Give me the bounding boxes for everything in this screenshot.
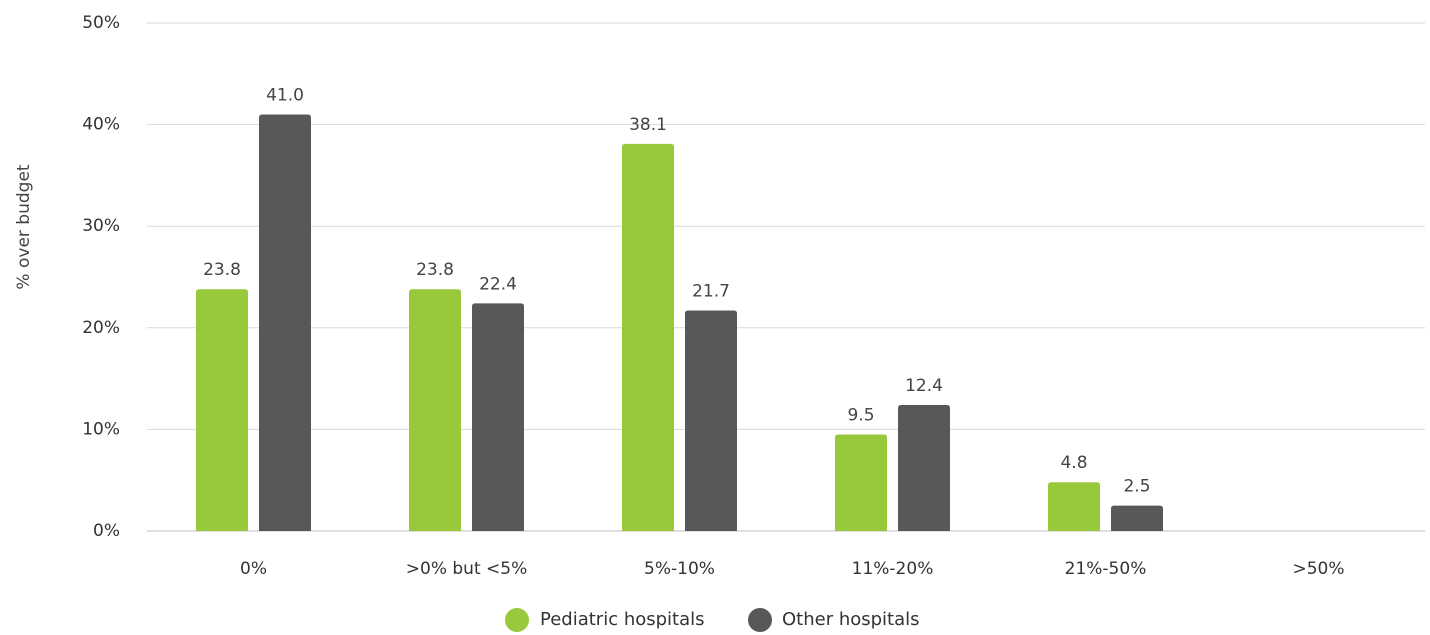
y-tick-label: 50% <box>82 13 120 33</box>
legend-label: Pediatric hospitals <box>540 609 705 630</box>
y-tick-label: 30% <box>82 216 120 236</box>
x-category-label: 0% <box>240 559 267 579</box>
bar-value-label: 23.8 <box>416 260 454 280</box>
gridlines <box>147 22 1425 532</box>
legend-label: Other hospitals <box>782 609 920 630</box>
bar-value-label: 38.1 <box>629 115 667 135</box>
x-category-label: >0% but <5% <box>406 559 527 579</box>
bar-value-label: 2.5 <box>1123 477 1150 497</box>
bar-value-label: 23.8 <box>203 260 241 280</box>
bar-other <box>685 310 737 531</box>
x-axis-categories: 0% >0% but <5% 5%-10% 11%-20% 21%-50% >50% <box>240 559 1345 579</box>
bar-other <box>472 303 524 531</box>
y-axis-ticks: 0% 10% 20% 30% 40% 50% <box>82 13 120 541</box>
y-tick-label: 40% <box>82 115 120 135</box>
x-category-label: 21%-50% <box>1065 559 1147 579</box>
bar-pediatric <box>622 143 674 532</box>
legend-swatch <box>748 608 772 632</box>
bar-value-label: 41.0 <box>266 85 304 105</box>
x-category-label: >50% <box>1292 559 1344 579</box>
bars: 23.8 41.0 23.8 22.4 38.1 21.7 9.5 12.4 4.8 2.5 <box>196 85 1163 532</box>
bar-pediatric <box>196 289 248 531</box>
bar-other <box>898 405 950 531</box>
y-tick-label: 10% <box>82 419 120 439</box>
bar-value-label: 21.7 <box>692 282 730 302</box>
bar-other <box>259 114 311 531</box>
bar-value-label: 4.8 <box>1060 453 1087 473</box>
x-category-label: 11%-20% <box>852 559 934 579</box>
y-tick-label: 20% <box>82 318 120 338</box>
legend: Pediatric hospitals Other hospitals <box>505 608 920 632</box>
bar-value-label: 12.4 <box>905 376 943 396</box>
bar-value-label: 22.4 <box>479 274 517 294</box>
bar-pediatric <box>1048 482 1100 531</box>
y-axis-title: % over budget <box>14 164 34 289</box>
legend-swatch <box>505 608 529 632</box>
x-category-label: 5%-10% <box>644 559 715 579</box>
bar-value-label: 9.5 <box>847 405 874 425</box>
bar-pediatric <box>409 289 461 531</box>
bar-pediatric <box>835 434 887 531</box>
y-tick-label: 0% <box>93 521 120 541</box>
bar-other <box>1111 505 1163 531</box>
